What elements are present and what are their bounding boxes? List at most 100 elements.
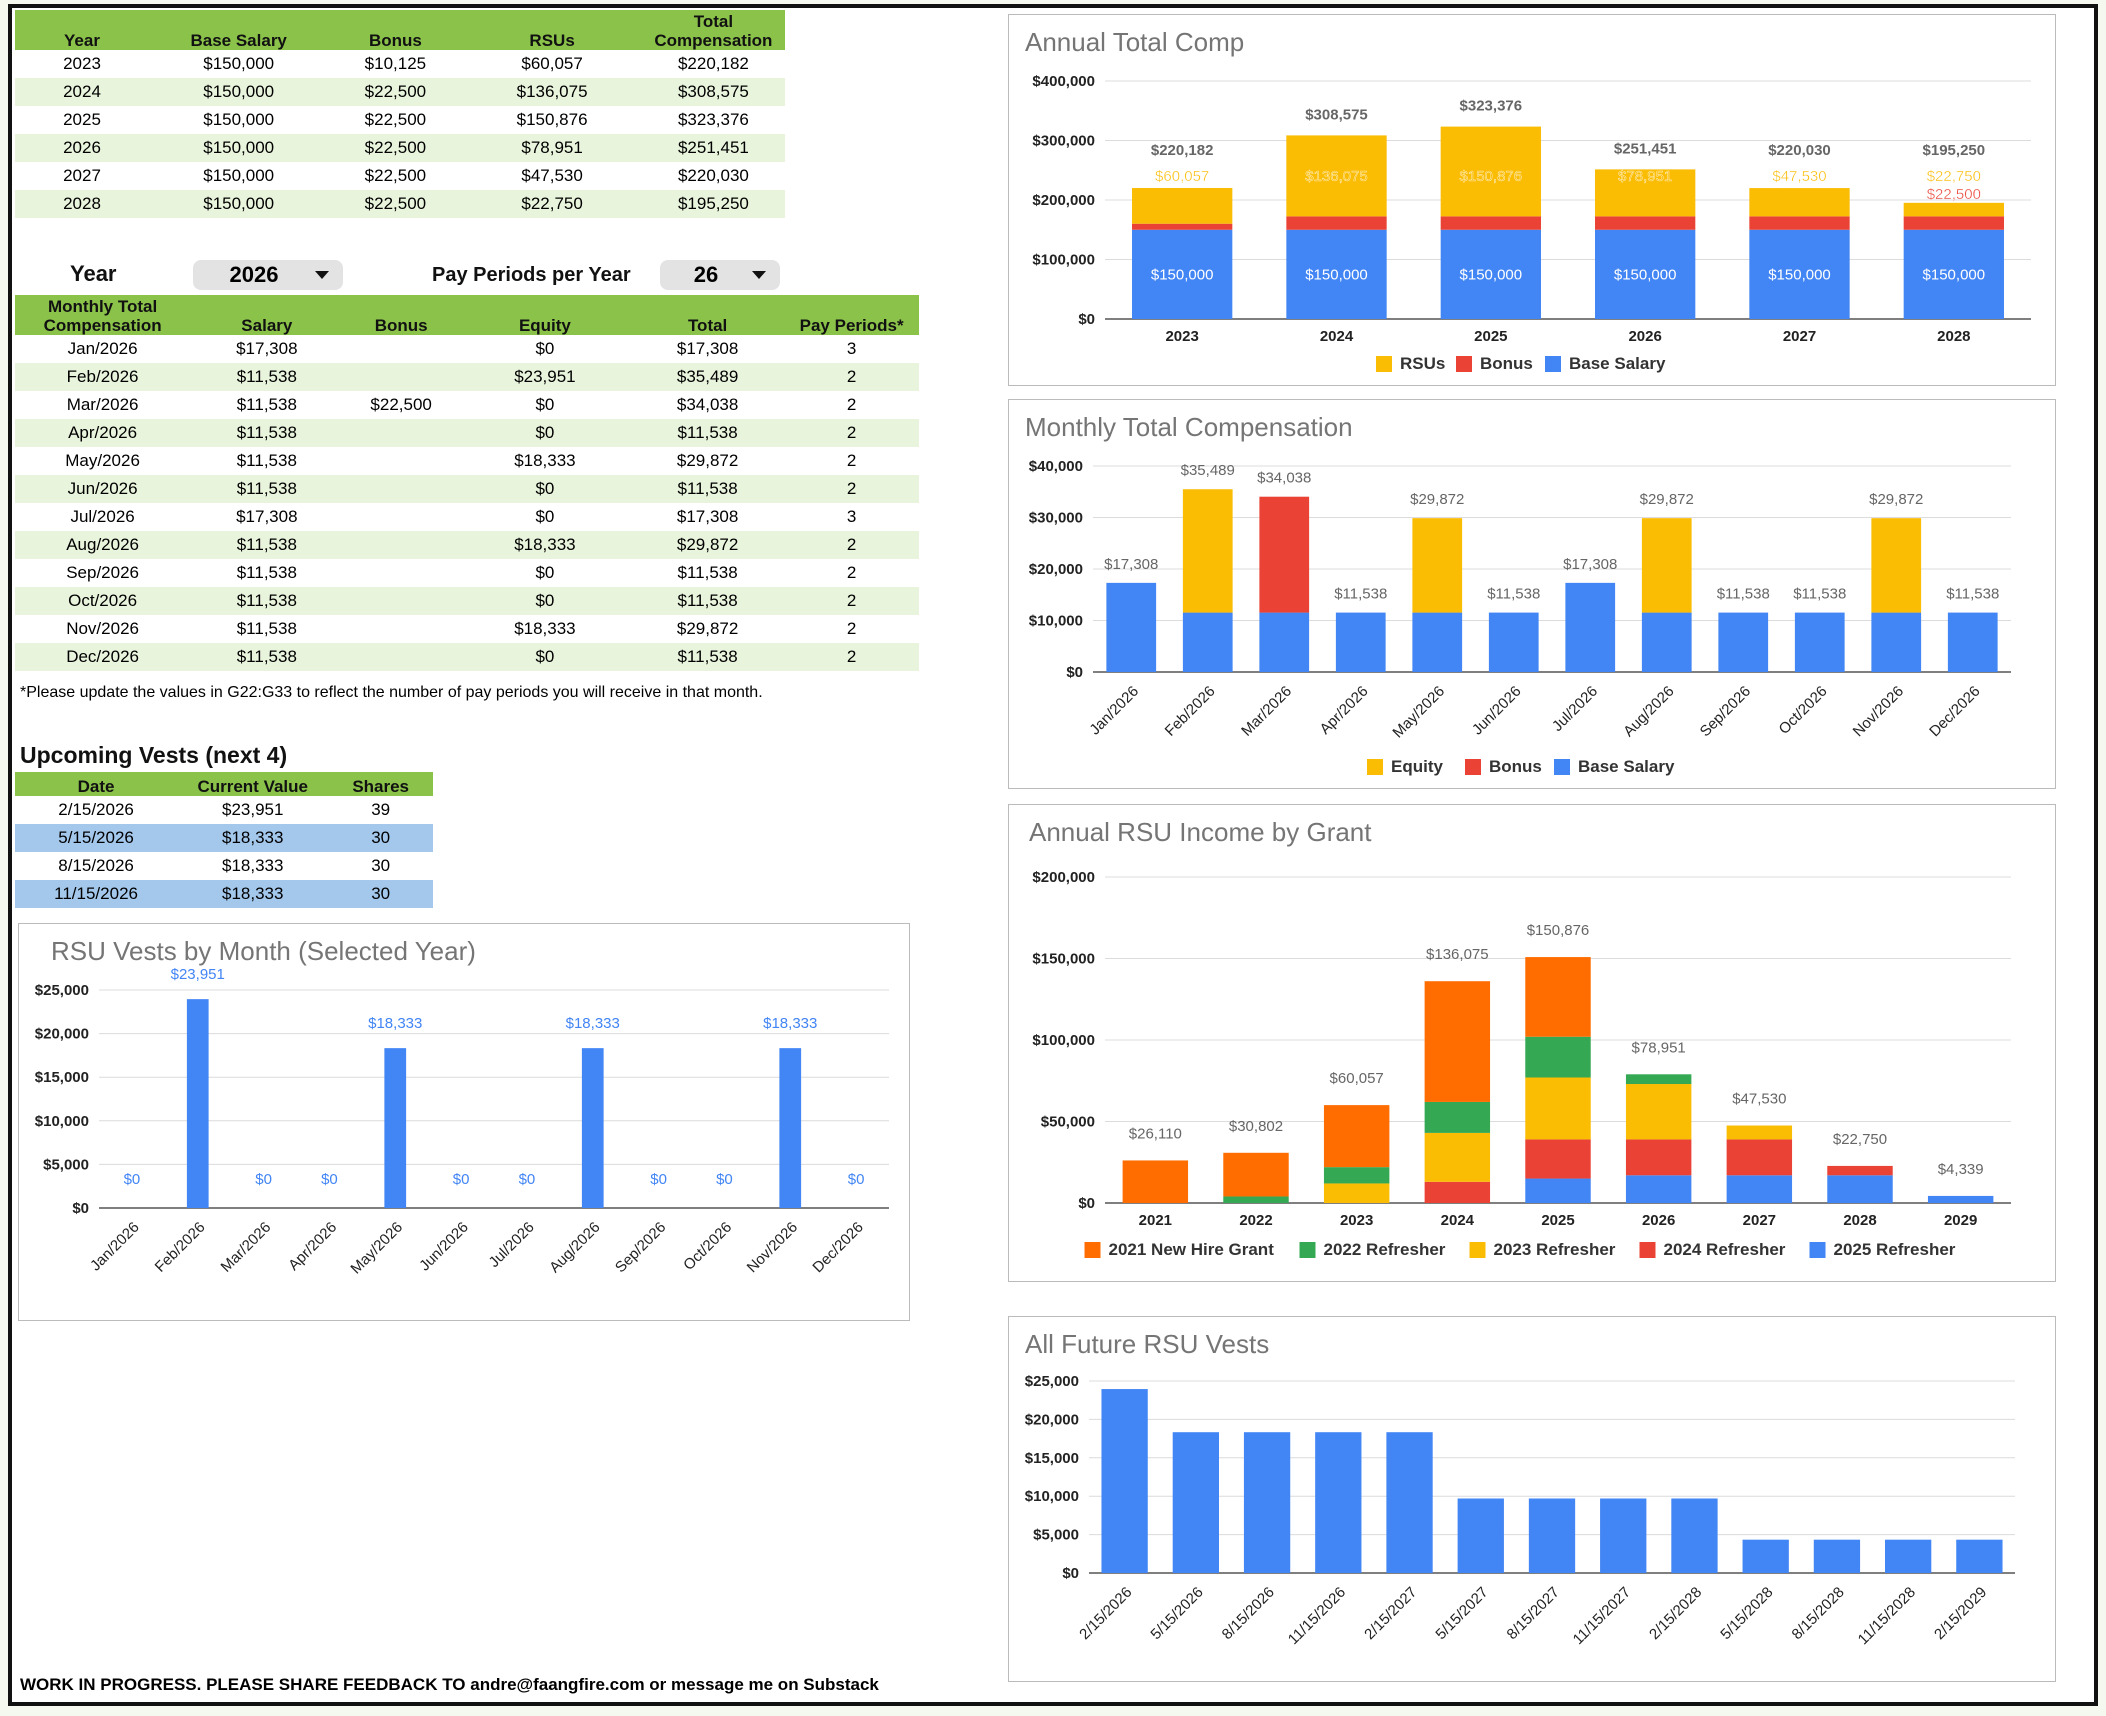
table-cell[interactable]: $11,538 — [631, 419, 785, 447]
table-cell[interactable]: $23,951 — [458, 363, 631, 391]
table-cell[interactable]: $18,333 — [514, 619, 576, 638]
table-cell[interactable]: 2 — [784, 419, 919, 447]
table-cell[interactable]: 2 — [784, 531, 919, 559]
table-cell[interactable]: $22,500 — [328, 134, 463, 162]
table-cell[interactable]: $34,038 — [676, 395, 739, 414]
table-cell[interactable]: 2024 — [15, 78, 149, 106]
table-cell[interactable]: $150,000 — [148, 190, 329, 218]
table-cell[interactable]: $0 — [458, 587, 631, 615]
table-cell[interactable]: $150,000 — [203, 110, 275, 129]
table-cell[interactable]: 2027 — [63, 166, 101, 185]
table-cell[interactable]: Jul/2026 — [70, 507, 135, 526]
table-cell[interactable]: 2 — [846, 619, 857, 638]
table-cell[interactable]: 2023 — [63, 54, 101, 73]
pay-periods-select[interactable]: 26 — [660, 260, 780, 290]
table-cell[interactable]: $18,333 — [458, 531, 631, 559]
table-cell[interactable]: 2 — [784, 475, 919, 503]
table-cell[interactable] — [343, 363, 459, 391]
table-cell[interactable]: 2 — [784, 587, 919, 615]
table-cell[interactable]: $10,125 — [364, 54, 427, 73]
table-cell[interactable]: $23,951 — [222, 800, 284, 819]
table-cell[interactable]: $0 — [458, 643, 631, 671]
table-cell[interactable]: $11,538 — [190, 643, 344, 671]
table-cell[interactable] — [343, 419, 459, 447]
table-cell[interactable]: $11,538 — [677, 563, 738, 582]
table-cell[interactable]: 2 — [784, 363, 919, 391]
table-cell[interactable]: $11,538 — [631, 475, 785, 503]
table-cell[interactable]: $78,951 — [462, 134, 642, 162]
table-cell[interactable]: $308,575 — [641, 78, 785, 106]
table-cell[interactable]: Aug/2026 — [15, 531, 191, 559]
table-cell[interactable]: $11,538 — [236, 451, 297, 470]
table-cell[interactable]: $220,030 — [677, 166, 749, 185]
table-cell[interactable]: 2026 — [15, 134, 149, 162]
year-select[interactable]: 2026 — [193, 260, 343, 290]
table-cell[interactable]: 2 — [784, 643, 919, 671]
table-cell[interactable]: $150,000 — [148, 134, 329, 162]
table-cell[interactable]: $323,376 — [677, 110, 749, 129]
table-cell[interactable]: 39 — [371, 800, 391, 819]
table-cell[interactable]: $11,538 — [236, 619, 297, 638]
table-cell[interactable]: $0 — [535, 563, 555, 582]
table-cell[interactable]: 2 — [846, 451, 857, 470]
table-cell[interactable]: 5/15/2026 — [15, 824, 178, 852]
table-cell[interactable] — [343, 615, 458, 643]
table-cell[interactable]: May/2026 — [65, 451, 140, 470]
table-cell[interactable]: $60,057 — [521, 54, 583, 73]
table-cell[interactable]: 2025 — [63, 110, 101, 129]
table-cell[interactable]: $29,872 — [631, 531, 785, 559]
table-cell[interactable]: $22,500 — [364, 110, 427, 129]
table-cell[interactable]: $0 — [535, 339, 555, 358]
table-cell[interactable]: $22,750 — [462, 190, 642, 218]
table-cell[interactable]: Feb/2026 — [15, 363, 191, 391]
table-cell[interactable] — [343, 531, 459, 559]
table-cell[interactable] — [343, 559, 458, 587]
table-cell[interactable]: $22,500 — [328, 190, 463, 218]
table-cell[interactable]: $18,333 — [177, 880, 329, 908]
table-cell[interactable]: $29,872 — [676, 451, 739, 470]
table-cell[interactable]: $22,500 — [370, 395, 432, 414]
table-cell[interactable]: $17,308 — [236, 507, 298, 526]
table-cell[interactable]: $0 — [458, 419, 631, 447]
table-cell[interactable] — [343, 447, 458, 475]
table-cell[interactable]: $0 — [535, 395, 555, 414]
table-cell[interactable]: $251,451 — [641, 134, 785, 162]
table-cell[interactable]: $11,538 — [631, 643, 785, 671]
table-cell[interactable]: $11,538 — [236, 395, 297, 414]
table-cell[interactable]: Apr/2026 — [15, 419, 191, 447]
table-cell[interactable]: $150,000 — [148, 78, 329, 106]
table-cell[interactable]: 3 — [846, 339, 857, 358]
table-cell[interactable]: $11,538 — [190, 363, 344, 391]
table-cell[interactable]: Oct/2026 — [15, 587, 191, 615]
table-cell[interactable]: $17,308 — [676, 507, 739, 526]
table-cell[interactable]: $150,000 — [203, 166, 275, 185]
table-cell[interactable]: $18,333 — [514, 451, 576, 470]
table-cell[interactable]: 30 — [328, 824, 433, 852]
table-cell[interactable]: 2 — [846, 395, 857, 414]
table-cell[interactable]: $22,500 — [364, 166, 427, 185]
table-cell[interactable]: $18,333 — [222, 856, 284, 875]
table-cell[interactable]: Dec/2026 — [15, 643, 191, 671]
table-cell[interactable] — [343, 503, 458, 531]
table-cell[interactable]: Sep/2026 — [66, 563, 139, 582]
table-cell[interactable]: 30 — [328, 880, 433, 908]
table-cell[interactable]: $220,182 — [677, 54, 749, 73]
table-cell[interactable]: $22,500 — [328, 78, 463, 106]
table-cell[interactable]: $195,250 — [641, 190, 785, 218]
table-cell[interactable]: $11,538 — [236, 563, 297, 582]
table-cell[interactable]: $11,538 — [190, 419, 344, 447]
table-cell[interactable]: $11,538 — [190, 531, 344, 559]
table-cell[interactable] — [343, 587, 459, 615]
table-cell[interactable]: $11,538 — [631, 587, 785, 615]
table-cell[interactable] — [343, 643, 459, 671]
table-cell[interactable] — [343, 335, 458, 363]
table-cell[interactable]: 8/15/2026 — [58, 856, 134, 875]
table-cell[interactable]: $17,308 — [676, 339, 739, 358]
table-cell[interactable]: $11,538 — [190, 475, 344, 503]
table-cell[interactable]: $0 — [535, 507, 555, 526]
table-cell[interactable]: $136,075 — [462, 78, 642, 106]
table-cell[interactable]: Jan/2026 — [67, 339, 138, 358]
table-cell[interactable]: $150,876 — [516, 110, 588, 129]
table-cell[interactable]: $150,000 — [203, 54, 275, 73]
table-cell[interactable] — [343, 475, 459, 503]
